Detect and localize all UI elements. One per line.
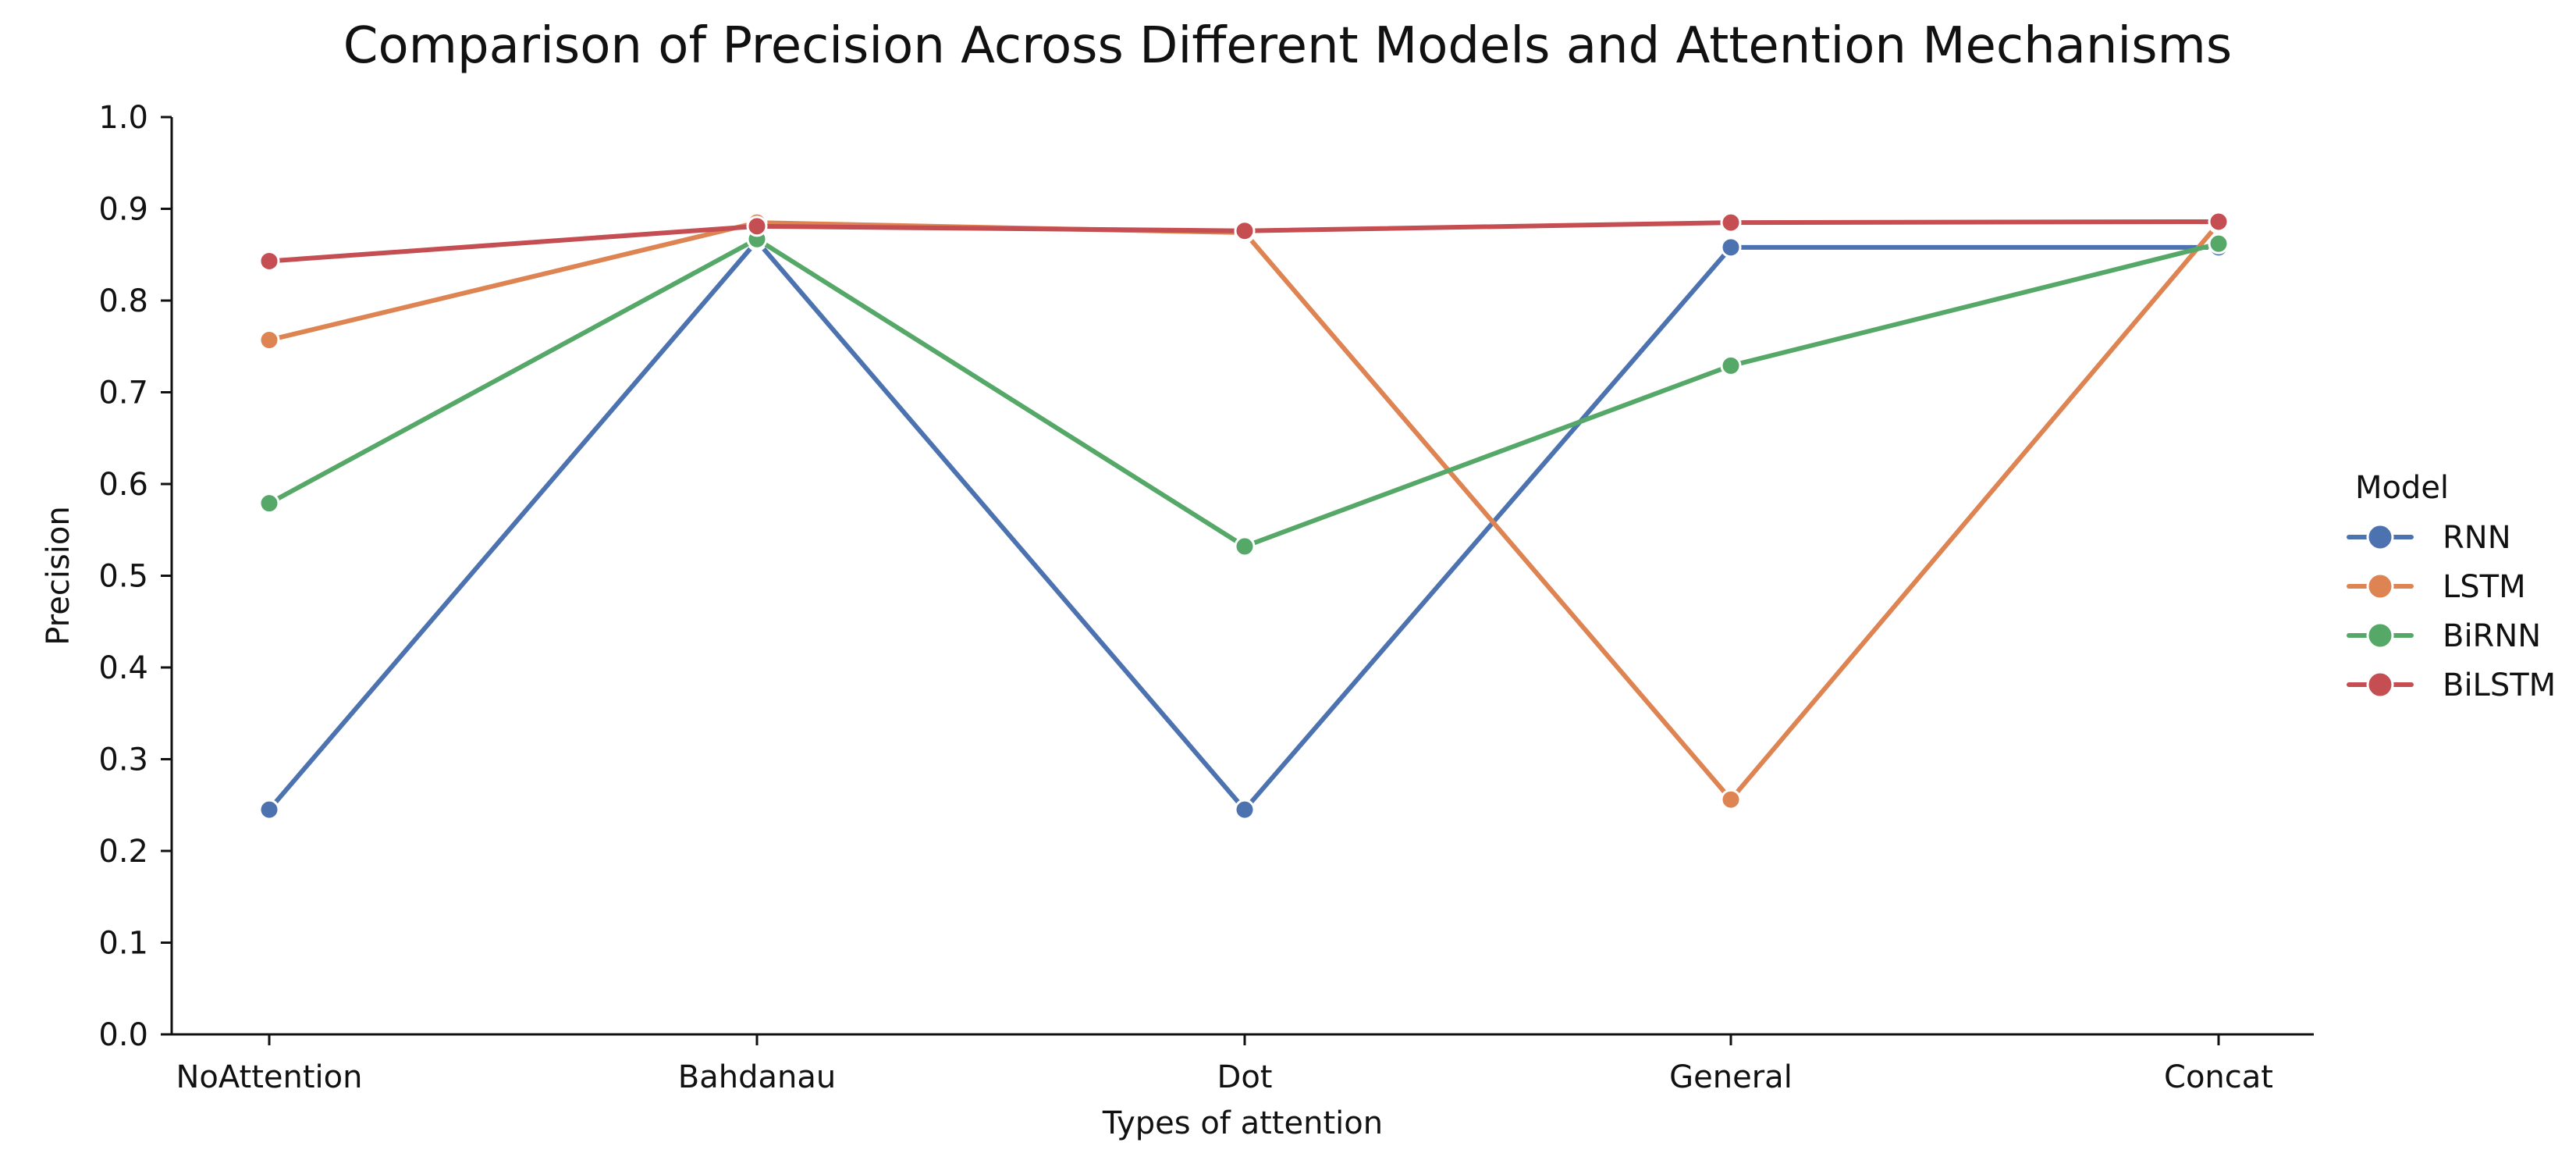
- legend-label-rnn: RNN: [2443, 520, 2511, 556]
- data-point-rnn-general: [1720, 237, 1742, 258]
- data-point-lstm-noattention: [258, 329, 280, 351]
- legend-item-lstm: LSTM: [2347, 569, 2526, 605]
- legend: Model RNN LSTM BiRNN BiLSTM: [2347, 470, 2556, 703]
- legend-item-rnn: RNN: [2347, 520, 2511, 556]
- series-line-rnn: [267, 238, 2221, 813]
- y-tick-label: 0.4: [98, 650, 148, 686]
- legend-marker-lstm: [2366, 572, 2394, 600]
- y-tick-label: 0.5: [98, 559, 148, 595]
- data-point-rnn-dot: [1234, 799, 1256, 820]
- data-point-birnn-general: [1720, 354, 1742, 376]
- series-rnn: [258, 230, 2230, 820]
- y-tick-label: 1.0: [98, 100, 148, 136]
- series-line-lstm: [267, 220, 2221, 803]
- series-lstm: [258, 212, 2230, 810]
- plot-area: 0.0 0.1 0.2 0.3 0.4 0.5 0.6 0.7 0.8 0.9 1.0 NoAtte…: [98, 100, 2314, 1095]
- x-tick-label: Dot: [1217, 1059, 1273, 1095]
- data-point-bilstm-general: [1720, 212, 1742, 233]
- legend-label-bilstm: BiLSTM: [2443, 667, 2556, 703]
- y-tick-label: 0.8: [98, 283, 148, 319]
- x-tick-label: Concat: [2164, 1059, 2273, 1095]
- chart-title: Comparison of Precision Across Different…: [343, 17, 2232, 75]
- data-point-lstm-general: [1720, 788, 1742, 810]
- x-tick-label: Bahdanau: [678, 1059, 836, 1095]
- x-ticks: NoAttention Bahdanau Dot General Concat: [176, 1034, 2273, 1095]
- y-axis-label: Precision: [41, 506, 76, 645]
- legend-marker-birnn: [2366, 621, 2394, 650]
- y-tick-label: 0.0: [98, 1017, 148, 1053]
- x-tick-label: General: [1669, 1059, 1793, 1095]
- data-point-birnn-noattention: [258, 493, 280, 514]
- y-tick-label: 0.9: [98, 192, 148, 228]
- y-tick-label: 0.1: [98, 926, 148, 962]
- data-point-bilstm-noattention: [258, 250, 280, 272]
- data-point-bilstm-bahdanau: [746, 215, 768, 237]
- legend-marker-bilstm: [2366, 671, 2394, 699]
- legend-label-birnn: BiRNN: [2443, 618, 2541, 654]
- y-tick-label: 0.6: [98, 467, 148, 503]
- y-ticks: 0.0 0.1 0.2 0.3 0.4 0.5 0.6 0.7 0.8 0.9 1.0: [98, 100, 172, 1053]
- series-birnn: [258, 228, 2230, 557]
- legend-items: RNN LSTM BiRNN BiLSTM: [2347, 520, 2556, 703]
- data-point-bilstm-concat: [2208, 211, 2230, 233]
- legend-title: Model: [2355, 470, 2449, 506]
- x-tick-label: NoAttention: [176, 1059, 362, 1095]
- y-tick-label: 0.7: [98, 376, 148, 411]
- series-bilstm: [258, 211, 2230, 272]
- legend-item-bilstm: BiLSTM: [2347, 667, 2556, 703]
- data-point-bilstm-dot: [1234, 220, 1256, 242]
- x-axis-label: Types of attention: [1102, 1105, 1383, 1141]
- data-point-rnn-noattention: [258, 799, 280, 820]
- y-tick-label: 0.3: [98, 742, 148, 778]
- series-layer: [258, 211, 2230, 820]
- y-tick-label: 0.2: [98, 834, 148, 870]
- data-point-birnn-concat: [2208, 233, 2230, 254]
- legend-item-birnn: BiRNN: [2347, 618, 2541, 654]
- series-line-birnn: [267, 237, 2221, 549]
- data-point-birnn-dot: [1234, 536, 1256, 557]
- legend-marker-rnn: [2366, 523, 2394, 551]
- legend-label-lstm: LSTM: [2443, 569, 2526, 605]
